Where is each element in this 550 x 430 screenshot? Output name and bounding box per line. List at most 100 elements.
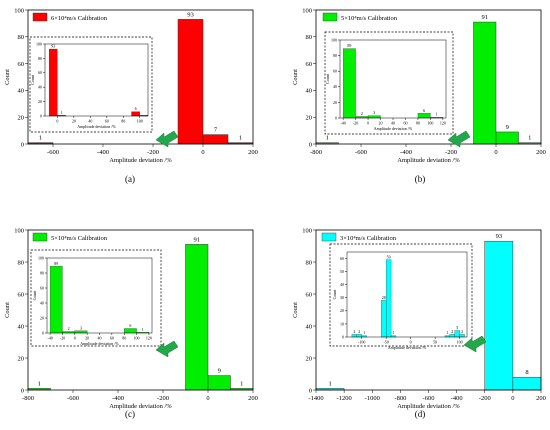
y-axis-label: Count bbox=[292, 69, 299, 85]
x-tick-label-2: 0 bbox=[410, 340, 412, 345]
bar-0 bbox=[48, 48, 58, 117]
x-tick-label-6: 80 bbox=[122, 336, 126, 341]
bar-value-label-4: 1 bbox=[142, 327, 144, 332]
y-tick-label-5: 100 bbox=[302, 7, 312, 14]
y-tick-label-3: 30 bbox=[340, 295, 344, 300]
x-tick-label-3: 60 bbox=[105, 119, 109, 124]
bar-value-label-3: 1 bbox=[528, 135, 531, 142]
bar-3 bbox=[381, 300, 387, 338]
x-tick-label-5: 200 bbox=[248, 395, 258, 402]
x-tick-label-0: -100 bbox=[358, 340, 365, 345]
y-axis-label: Count bbox=[30, 74, 35, 85]
x-axis-label: Amplitude deviation /% bbox=[77, 124, 116, 129]
y-tick-label-0: 0 bbox=[335, 115, 337, 120]
x-tick-label-0: -1400 bbox=[308, 395, 323, 402]
bar-value-label-0: 2 bbox=[353, 329, 355, 334]
bar-value-label-1: 1 bbox=[60, 110, 62, 115]
bar-0 bbox=[351, 334, 357, 338]
x-tick-label-4: 40 bbox=[391, 121, 395, 126]
y-tick-label-2: 20 bbox=[340, 308, 344, 313]
x-tick-label-4: 40 bbox=[98, 336, 102, 341]
y-tick-label-4: 80 bbox=[40, 270, 44, 275]
x-tick-label-4: 0 bbox=[206, 395, 209, 402]
y-tick-label-1: 20 bbox=[306, 355, 313, 362]
bar-2 bbox=[367, 115, 381, 119]
y-tick-label-5: 100 bbox=[38, 255, 44, 260]
legend: 3×10⁴m/s Calibration bbox=[321, 232, 397, 242]
arrow-icon bbox=[155, 130, 179, 148]
arrow-icon bbox=[155, 340, 179, 358]
x-tick-label-5: 60 bbox=[403, 121, 407, 126]
bar-value-label-3: 1 bbox=[240, 380, 243, 387]
bar-9 bbox=[459, 334, 465, 338]
legend-swatch bbox=[321, 232, 337, 242]
x-tick-label-0: 0 bbox=[56, 119, 58, 124]
x-tick-label-1: -600 bbox=[67, 395, 79, 402]
x-tick-label-8: 120 bbox=[440, 121, 446, 126]
x-axis-label: Amplitude deviation /% bbox=[397, 403, 460, 410]
x-tick-label-2: -400 bbox=[400, 149, 412, 156]
inset-plot: 89 2 3 6 1 -40 -20 0 20 40 60 80 100 120 0 20 40 60 80 100 A… bbox=[325, 37, 447, 131]
panel-label: (a) bbox=[125, 174, 135, 184]
x-tick-label-2: -400 bbox=[112, 395, 124, 402]
bar-value-label-0: 1 bbox=[39, 135, 42, 142]
panel-label: (d) bbox=[415, 409, 426, 419]
plot-frame bbox=[27, 9, 254, 145]
bar-3 bbox=[417, 113, 431, 119]
y-tick-label-1: 20 bbox=[40, 315, 44, 320]
y-tick-label-0: 0 bbox=[21, 387, 24, 394]
y-tick-label-1: 20 bbox=[18, 114, 25, 121]
legend: 5×10⁴m/s Calibration bbox=[32, 232, 108, 242]
y-tick-label-1: 20 bbox=[18, 355, 25, 362]
y-tick-label-2: 40 bbox=[333, 84, 337, 89]
x-tick-label-1: 20 bbox=[72, 119, 76, 124]
bar-value-label-7: 2 bbox=[451, 329, 453, 334]
legend-label: 5×10⁴m/s Calibration bbox=[341, 15, 398, 22]
legend-swatch bbox=[32, 12, 48, 22]
legend-swatch bbox=[32, 232, 48, 242]
bar-value-label-0: 93 bbox=[51, 44, 55, 49]
y-tick-label-2: 40 bbox=[306, 323, 313, 330]
bar-value-label-2: 3 bbox=[80, 325, 82, 330]
y-tick-label-4: 80 bbox=[38, 56, 42, 61]
x-tick-label-2: -1000 bbox=[365, 395, 380, 402]
bar-value-label-1: 2 bbox=[361, 111, 363, 116]
y-tick-label-0: 0 bbox=[21, 141, 24, 148]
y-tick-label-2: 40 bbox=[18, 323, 25, 330]
bar-2 bbox=[131, 111, 140, 117]
x-axis-label: Amplitude deviation /% bbox=[80, 341, 119, 346]
bar-value-label-1: 2 bbox=[68, 326, 70, 331]
y-tick-label-0: 0 bbox=[309, 387, 312, 394]
x-tick-label-5: 200 bbox=[536, 149, 546, 156]
bar-4 bbox=[386, 259, 392, 338]
x-axis-label: Amplitude deviation /% bbox=[109, 403, 172, 410]
y-tick-label-4: 80 bbox=[18, 259, 25, 266]
bar-2 bbox=[202, 134, 229, 145]
x-tick-label-8: 120 bbox=[146, 336, 152, 341]
x-tick-label-4: -600 bbox=[423, 395, 435, 402]
x-tick-label-3: -200 bbox=[157, 395, 169, 402]
arrow-icon bbox=[447, 130, 471, 148]
bar-value-label-2: 7 bbox=[214, 127, 218, 134]
x-axis-label: Amplitude deviation /% bbox=[109, 157, 172, 164]
bar-value-label-2: 9 bbox=[506, 124, 509, 131]
x-tick-label-3: 0 bbox=[201, 149, 204, 156]
bar-value-label-0: 89 bbox=[54, 261, 58, 266]
bar-2 bbox=[512, 376, 542, 391]
y-axis-label: Count bbox=[292, 302, 299, 318]
y-tick-label-3: 60 bbox=[333, 69, 337, 74]
y-tick-label-4: 40 bbox=[340, 282, 344, 287]
y-tick-label-3: 60 bbox=[38, 70, 42, 75]
bar-7 bbox=[449, 334, 455, 338]
bar-2 bbox=[74, 330, 88, 334]
y-tick-label-5: 100 bbox=[302, 227, 312, 234]
bar-value-label-5: 1 bbox=[393, 330, 395, 335]
bar-value-label-0: 1 bbox=[328, 380, 331, 387]
bar-3 bbox=[124, 328, 137, 334]
bar-1 bbox=[177, 19, 204, 145]
x-tick-label-2: 0 bbox=[74, 336, 76, 341]
bar-value-label-2: 3 bbox=[373, 110, 375, 115]
x-axis-label: Amplitude deviation /% bbox=[388, 345, 427, 350]
